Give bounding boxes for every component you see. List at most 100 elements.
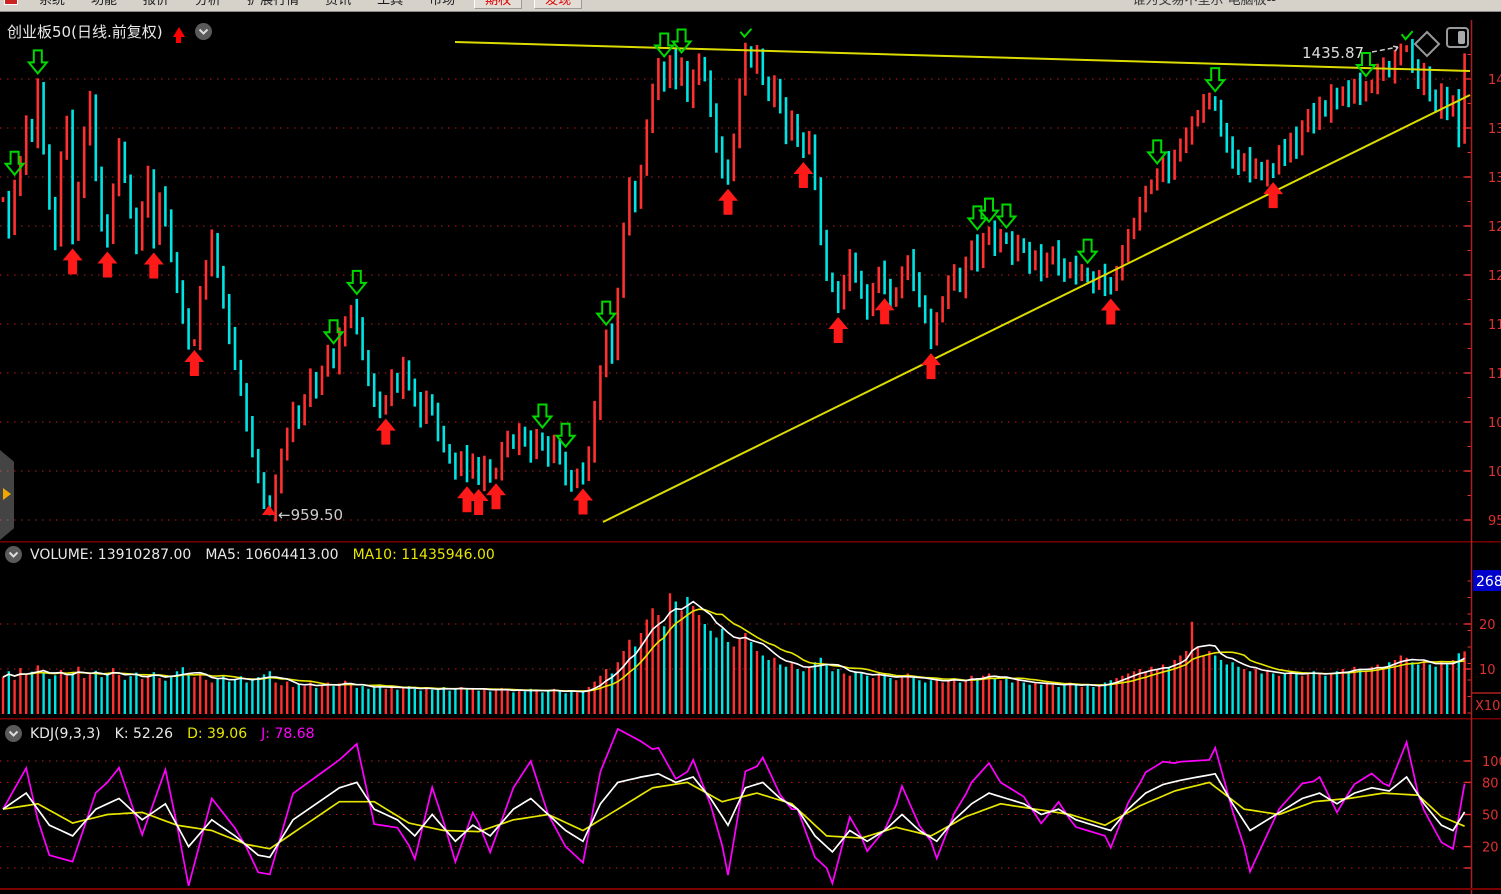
sell-signal-arrow bbox=[554, 422, 577, 449]
left-panel-expand-handle[interactable] bbox=[0, 450, 14, 540]
price-axis-label: 1350.00 bbox=[1488, 122, 1501, 137]
sell-signal-arrow bbox=[977, 197, 1001, 224]
kdj-axis-label: 80 bbox=[1482, 776, 1499, 791]
sell-signal-arrow bbox=[531, 403, 554, 430]
sell-signal-arrow bbox=[670, 28, 693, 55]
volume-bars bbox=[1, 593, 1466, 714]
buy-signal-arrow bbox=[457, 486, 477, 513]
trendline[interactable] bbox=[602, 94, 1471, 523]
scale-max-label: 2683 bbox=[1476, 574, 1501, 590]
buy-signal-arrow bbox=[921, 353, 941, 380]
price-axis-label: 1100.00 bbox=[1488, 367, 1501, 382]
volume-value: VOLUME: 13910287.00 bbox=[30, 546, 192, 563]
sell-signal-arrow bbox=[1204, 67, 1227, 93]
menu-hot-发现[interactable]: 发现 bbox=[534, 0, 583, 9]
price-axis-label: 1300.00 bbox=[1488, 171, 1501, 186]
menu-item-资讯[interactable]: 资讯 bbox=[325, 0, 352, 8]
volume-axis-label: 10 bbox=[1479, 663, 1496, 678]
price-axis-label: 1000.00 bbox=[1488, 465, 1501, 480]
price-axis-label: 950.00 bbox=[1488, 514, 1501, 529]
check-mark bbox=[1400, 30, 1414, 41]
menu-item-扩展行情[interactable]: 扩展行情 bbox=[247, 0, 300, 8]
menu-item-分析[interactable]: 分析 bbox=[195, 0, 222, 8]
up-arrow-icon bbox=[172, 26, 185, 43]
menu-item-功能[interactable]: 功能 bbox=[91, 0, 118, 8]
price-axis-label: 1050.00 bbox=[1488, 416, 1501, 431]
high-price-annotation: 1435.87 bbox=[1302, 44, 1364, 62]
buy-signal-arrow bbox=[573, 488, 593, 515]
collapse-pane-icon[interactable] bbox=[5, 546, 22, 563]
kdj-k-value: K: 52.26 bbox=[114, 725, 174, 742]
app-icon[interactable] bbox=[4, 0, 18, 5]
sell-signal-arrow bbox=[653, 32, 676, 59]
check-mark bbox=[739, 28, 753, 39]
chevron-down-icon[interactable] bbox=[194, 23, 212, 40]
main-price-chart[interactable]: 1400.00 1350.00 1300.00 1250.00 1200.00 1150.… bbox=[0, 20, 1501, 541]
volume-ma10: MA10: 11435946.00 bbox=[352, 546, 495, 563]
sell-signal-arrow bbox=[1076, 238, 1099, 265]
buy-signal-arrow bbox=[874, 298, 895, 325]
expand-arrow-icon bbox=[3, 488, 11, 500]
panel-layout-icon[interactable] bbox=[1446, 27, 1469, 48]
kdj-axis-label: 20 bbox=[1482, 841, 1499, 856]
signal-arrows bbox=[3, 28, 1414, 516]
menu-items: 系统 功能 报价 分析 扩展行情 资讯 工具 市场 bbox=[26, 0, 468, 8]
buy-signal-arrow bbox=[1263, 182, 1284, 209]
price-axis-label: 1400.00 bbox=[1488, 73, 1501, 88]
trendline[interactable] bbox=[454, 41, 1471, 72]
kdj-j-value: J: 78.68 bbox=[261, 725, 315, 742]
symbol-title: 创业板50(日线.前复权) bbox=[7, 23, 163, 41]
kdj-k-line bbox=[2, 772, 1466, 859]
buy-signal-arrow bbox=[62, 248, 83, 275]
volume-axis-label: 20 bbox=[1479, 618, 1496, 633]
diamond-tool-icon[interactable] bbox=[1413, 30, 1441, 58]
volume-ma5: MA5: 10604413.00 bbox=[205, 546, 339, 563]
buy-signal-arrow bbox=[718, 188, 738, 215]
buy-signal-arrow bbox=[184, 350, 205, 377]
sell-signal-arrow bbox=[595, 300, 618, 327]
volume-header: VOLUME: 13910287.00 MA5: 10604413.00 MA1… bbox=[3, 546, 509, 563]
kdj-axis-label: 100 bbox=[1482, 755, 1501, 770]
price-axis-label: 1250.00 bbox=[1488, 220, 1501, 235]
volume-unit-label: X10000 bbox=[1475, 699, 1501, 714]
buy-signal-arrow bbox=[97, 251, 118, 278]
sell-signal-arrow bbox=[26, 49, 49, 75]
chart-title-row: 创业板50(日线.前复权) bbox=[7, 21, 212, 43]
menu-banner-text: 谁为交易不坚示 电脑板-- bbox=[1132, 0, 1276, 8]
menu-hot-期权[interactable]: 期权 bbox=[474, 0, 523, 9]
kdj-axis-label: 50 bbox=[1482, 809, 1499, 824]
price-axis-label: 1200.00 bbox=[1488, 269, 1501, 284]
kdj-label: KDJ(9,3,3) bbox=[30, 725, 101, 742]
low-marker bbox=[262, 505, 276, 515]
buy-signal-arrow bbox=[486, 483, 506, 510]
buy-signal-arrow bbox=[828, 317, 849, 344]
kdj-chart[interactable]: 100 80 50 20 bbox=[0, 718, 1501, 894]
buy-signal-arrow bbox=[468, 489, 489, 516]
sell-signal-arrow bbox=[345, 269, 368, 296]
scale-max-box bbox=[1473, 570, 1501, 591]
kdj-j-line bbox=[2, 727, 1466, 887]
sell-signal-arrow bbox=[1354, 52, 1378, 78]
buy-signal-arrow bbox=[375, 418, 396, 445]
candles bbox=[1, 39, 1466, 522]
main-grid: 1400.00 1350.00 1300.00 1250.00 1200.00 1150.… bbox=[0, 54, 1501, 529]
collapse-pane-icon[interactable] bbox=[5, 725, 22, 742]
menu-item-工具[interactable]: 工具 bbox=[377, 0, 404, 8]
menu-item-市场[interactable]: 市场 bbox=[429, 0, 456, 8]
volume-chart[interactable]: 20 10 2683 X10000 bbox=[0, 541, 1501, 718]
buy-signal-arrow bbox=[1100, 298, 1121, 325]
annotation-arrow bbox=[1371, 45, 1399, 54]
sell-signal-arrow bbox=[1146, 139, 1169, 165]
annotations: 1435.87 ←959.50 bbox=[262, 44, 1399, 524]
menu-item-报价[interactable]: 报价 bbox=[143, 0, 170, 8]
kdj-header: KDJ(9,3,3) K: 52.26 D: 39.06 J: 78.68 bbox=[3, 725, 329, 742]
sell-signal-arrow bbox=[3, 150, 26, 177]
buy-signal-arrow bbox=[143, 252, 164, 279]
low-price-annotation: ←959.50 bbox=[278, 506, 343, 524]
sell-signal-arrow bbox=[322, 319, 345, 345]
menu-item-系统[interactable]: 系统 bbox=[39, 0, 66, 8]
volume-ma5-line bbox=[2, 600, 1465, 693]
kdj-d-value: D: 39.06 bbox=[187, 725, 248, 742]
sell-signal-arrow bbox=[995, 203, 1018, 230]
